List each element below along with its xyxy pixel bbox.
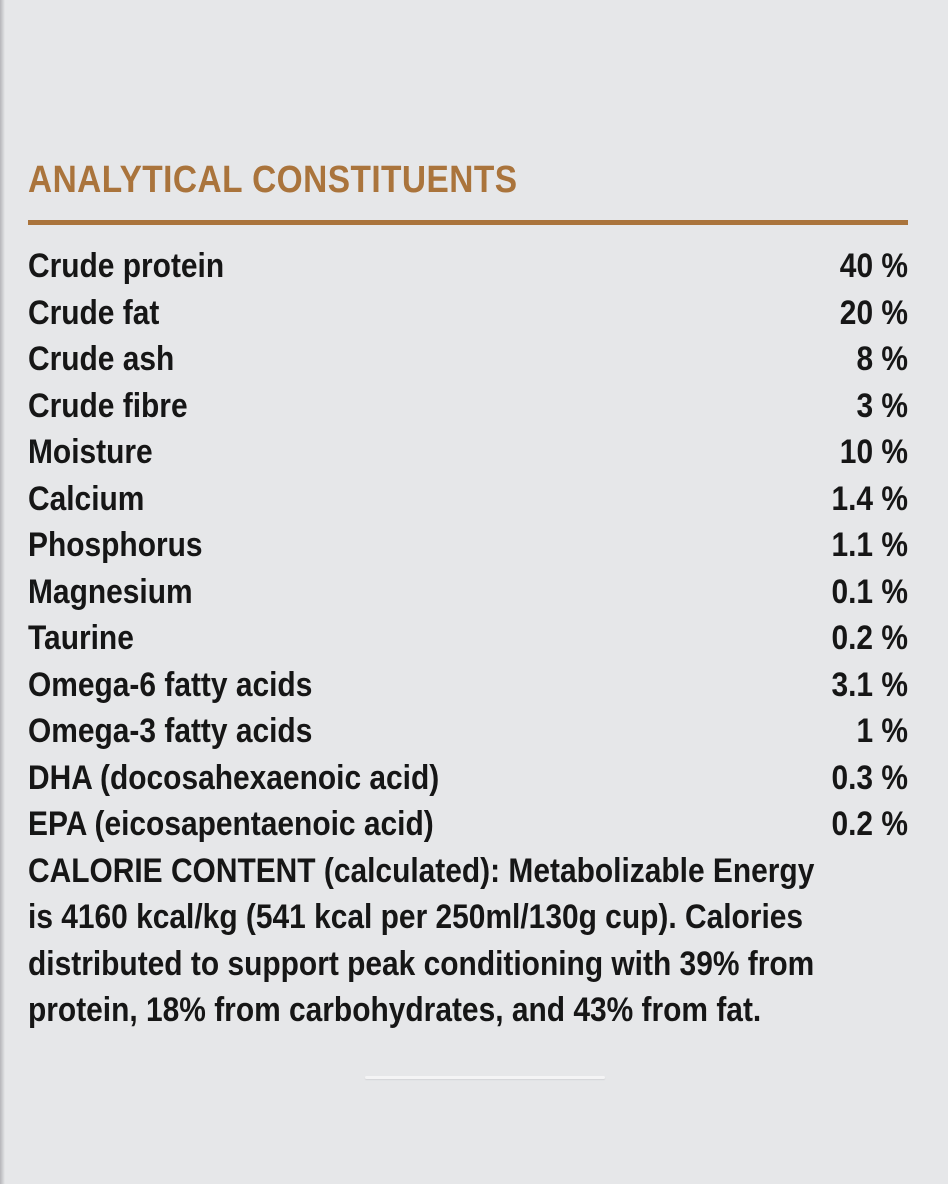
nutrient-row: Crude fat 20 %	[28, 290, 908, 337]
nutrient-label: Moisture	[28, 433, 153, 471]
nutrient-label: Crude protein	[28, 247, 225, 285]
nutrient-value: 8 %	[856, 340, 908, 378]
nutrient-label: Taurine	[28, 619, 134, 657]
nutrient-label: Magnesium	[28, 572, 193, 611]
nutrient-value: 0.2 %	[831, 619, 908, 657]
calorie-line: CALORIE CONTENT (calculated): Metaboliza…	[28, 851, 815, 890]
nutrient-label: EPA (eicosapentaenoic acid)	[28, 805, 434, 843]
calorie-content-paragraph: CALORIE CONTENT (calculated): Metaboliza…	[28, 848, 908, 1034]
title-underline	[28, 220, 908, 225]
nutrient-value: 10 %	[839, 433, 908, 471]
nutrient-label: DHA (docosahexaenoic acid)	[28, 758, 440, 797]
nutrient-label: Phosphorus	[28, 526, 203, 564]
nutrient-label: Crude fibre	[28, 386, 188, 425]
nutrient-value: 0.1 %	[831, 572, 908, 611]
nutrient-value: 1.1 %	[831, 526, 908, 564]
nutrient-value: 40 %	[839, 247, 908, 285]
nutrient-value: 3 %	[856, 386, 908, 425]
nutrient-row: Taurine 0.2 %	[28, 615, 908, 662]
nutrient-row: Phosphorus 1.1 %	[28, 522, 908, 569]
faint-bottom-streak	[365, 1076, 605, 1079]
nutrient-label: Crude ash	[28, 340, 175, 378]
nutrient-row: Omega-3 fatty acids 1 %	[28, 708, 908, 755]
calorie-line: distributed to support peak conditioning…	[28, 944, 815, 983]
nutrient-row: Calcium 1.4 %	[28, 476, 908, 523]
photo-left-edge-shade	[0, 0, 5, 1184]
nutrient-value: 0.3 %	[831, 758, 908, 797]
nutrient-label: Omega-6 fatty acids	[28, 665, 313, 704]
nutrient-row: DHA (docosahexaenoic acid) 0.3 %	[28, 755, 908, 802]
nutrient-row: Moisture 10 %	[28, 429, 908, 476]
nutrient-value: 0.2 %	[831, 805, 908, 843]
analytical-constituents-panel: ANALYTICAL CONSTITUENTS Crude protein 40…	[28, 160, 908, 1034]
nutrient-label: Crude fat	[28, 293, 160, 332]
calorie-line: is 4160 kcal/kg (541 kcal per 250ml/130g…	[28, 898, 804, 936]
nutrient-label: Omega-3 fatty acids	[28, 712, 313, 750]
nutrient-row: Magnesium 0.1 %	[28, 569, 908, 616]
nutrient-row: Crude protein 40 %	[28, 243, 908, 290]
nutrient-label: Calcium	[28, 479, 145, 518]
nutrient-row: Omega-6 fatty acids 3.1 %	[28, 662, 908, 709]
nutrient-value: 1.4 %	[831, 479, 908, 518]
nutrient-value: 3.1 %	[831, 665, 908, 704]
calorie-line: protein, 18% from carbohydrates, and 43%…	[28, 991, 762, 1029]
nutrient-value: 20 %	[839, 293, 908, 332]
section-title: ANALYTICAL CONSTITUENTS	[28, 159, 518, 201]
nutrient-value: 1 %	[856, 712, 908, 750]
nutrient-table: Crude protein 40 % Crude fat 20 % Crude …	[28, 243, 908, 848]
nutrient-row: Crude ash 8 %	[28, 336, 908, 383]
nutrient-row: Crude fibre 3 %	[28, 383, 908, 430]
nutrient-row: EPA (eicosapentaenoic acid) 0.2 %	[28, 801, 908, 848]
